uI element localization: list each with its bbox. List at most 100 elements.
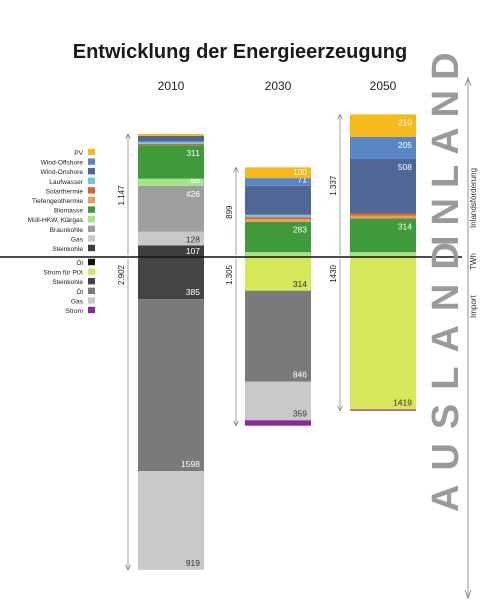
segment-2010-inland-steinkohle [138,245,204,257]
segment-2050-inland-tiefengeothermie [350,215,416,219]
segment-2010-inland-solarthermie [138,143,204,146]
legend-swatch-wind-offshore [88,158,95,165]
legend-inland: PV Wind-Offshore Wind-Onshore Laufwasser Sol… [28,148,95,253]
bracket-arrow-inland-2050 [337,113,343,120]
segment-2050-inland-wind-offshore [350,136,416,159]
data-label-2050-wind-offshore: 205 [398,140,412,150]
right-axis: Inlandsförderung TWh Import [464,76,478,600]
segment-2030-inland-laufwasser [245,214,311,218]
segment-2030-import-gas [245,381,311,421]
legend-swatch-biomasse [88,206,95,213]
axis-label-inlandsfoerderung: Inlandsförderung [469,168,478,228]
bracket-arrow-inland-2010 [125,133,131,140]
total-import-2050: 1430 [329,264,338,282]
total-brackets: 1.147 2.902 899 1.305 1.337 1430 [117,113,343,571]
legend-label-steinkohle: Steinkohle [52,246,83,253]
legend-swatch-braunkohle [88,225,95,232]
segment-2030-import-oel [245,290,311,382]
segment-2050-import-strom [350,409,416,411]
legend-swatch-tiefengeothermie [88,196,95,204]
legend-import-label-oel: Öl [76,259,83,267]
legend-swatch-gas [88,235,95,242]
segment-2010-import-oel [138,299,204,472]
data-label-2030-biomasse: 283 [293,225,307,235]
total-inland-2010: 1.147 [117,185,126,206]
legend-swatch-pv [88,148,95,156]
segment-2010-import-gas [138,471,204,570]
legend-label-wind-onshore: Wind-Onshore [40,169,83,176]
data-label-2050-import-strom-fuer-ptx: 1419 [393,398,412,408]
data-label-2010-import-steinkohle: 385 [186,287,200,297]
legend-import-swatch-oel [88,287,95,294]
segment-2010-inland-laufwasser [138,141,204,144]
total-inland-2030: 899 [225,205,234,219]
bracket-2050: 1.337 1430 [329,113,343,412]
bracket-2030: 899 1.305 [225,166,239,427]
data-label-2010-biomasse: 311 [186,148,200,158]
data-label-2030-import-oel: 846 [293,370,307,380]
bar-2050: 314 508 205 210 1419 [350,114,416,411]
segment-2050-inland-solarthermie [350,213,416,216]
legend-swatch-wind-onshore [88,168,95,175]
segment-2030-inland-wind-onshore [245,185,311,215]
legend-label-pv: PV [74,150,83,157]
legend-label-solarthermie: Solarthermie [46,188,84,195]
total-inland-2050: 1.337 [329,175,338,196]
legend-label-braunkohle: Braunkohle [50,227,84,234]
legend-swatch-muell-hkw-klaergas [88,216,95,223]
segment-2010-import-steinkohle [138,257,204,300]
data-label-2010-muell-hkw-klaergas: 68 [191,175,201,185]
legend-label-tiefengeothermie: Tiefengeothermie [32,198,83,205]
axis-label-import: Import [469,295,478,318]
side-label-ausland: AUSLAND [425,228,467,512]
data-label-2050-wind-onshore: 508 [398,162,412,172]
legend-import-label-strom: Strom [65,308,83,315]
segment-2010-inland-gas [138,231,204,246]
data-label-2010-import-gas: 919 [186,558,200,568]
segment-2030-inland-tiefengeothermie [245,219,311,222]
total-import-2010: 2.902 [117,264,126,285]
year-label-2030: 2030 [265,79,292,93]
legend-import-swatch-gas [88,297,95,304]
legend-import-swatch-oel [88,258,95,266]
data-label-2010-braunkohle: 426 [186,189,200,199]
legend-import-label-gas: Gas [71,298,84,305]
data-label-2010-steinkohle: 107 [186,246,200,256]
legend-swatch-laufwasser [88,177,95,184]
bracket-arrow-import-2030 [233,420,239,427]
segment-2010-inland-wind-onshore [138,135,204,142]
segment-2050-inland-wind-onshore [350,158,416,214]
legend-label-wind-offshore: Wind-Offshore [41,160,84,167]
segment-2030-import-strom [245,420,311,426]
segment-2050-import-strom-fuer-ptx [350,257,416,410]
legend-import-label-steinkohle: Steinkohle [52,279,83,286]
legend-label-laufwasser: Laufwasser [49,179,84,186]
bar-2010: 107 128 426 68 311 385 1598 919 [138,133,204,570]
legend-swatch-solarthermie [88,187,95,194]
total-import-2030: 1.305 [225,264,234,285]
segment-2030-import-strom-fuer-ptx [245,257,311,291]
legend-label-biomasse: Biomasse [54,208,83,215]
segment-2050-inland-biomasse [350,218,416,253]
legend-label-muell-hkw-klaergas: Müll-HKW, Klärgas [28,217,84,224]
segment-2010-inland-pv [138,133,204,136]
segment-2030-inland-biomasse [245,221,311,253]
segment-2050-inland-pv [350,114,416,137]
legend-import-swatch-strom [88,306,95,314]
legend-swatch-steinkohle [88,244,95,252]
data-label-2030-pv: 100 [293,167,307,177]
bracket-arrow-import-2050 [337,405,343,412]
segment-2050-inland-muell-hkw-klaergas [350,252,416,257]
segment-2030-inland-muell-hkw-klaergas [245,252,311,257]
data-label-2010-import-oel: 1598 [181,459,200,469]
legend-import-label-oel: Öl [76,288,83,296]
bracket-2010: 1.147 2.902 [117,133,131,571]
data-label-2010-gas: 128 [186,234,200,244]
segment-2010-inland-braunkohle [138,185,204,232]
year-label-2050: 2050 [370,79,397,93]
legend-label-gas: Gas [71,236,84,243]
legend-import-label-strom-fuer-ptx: Strom für PtX [43,270,83,277]
